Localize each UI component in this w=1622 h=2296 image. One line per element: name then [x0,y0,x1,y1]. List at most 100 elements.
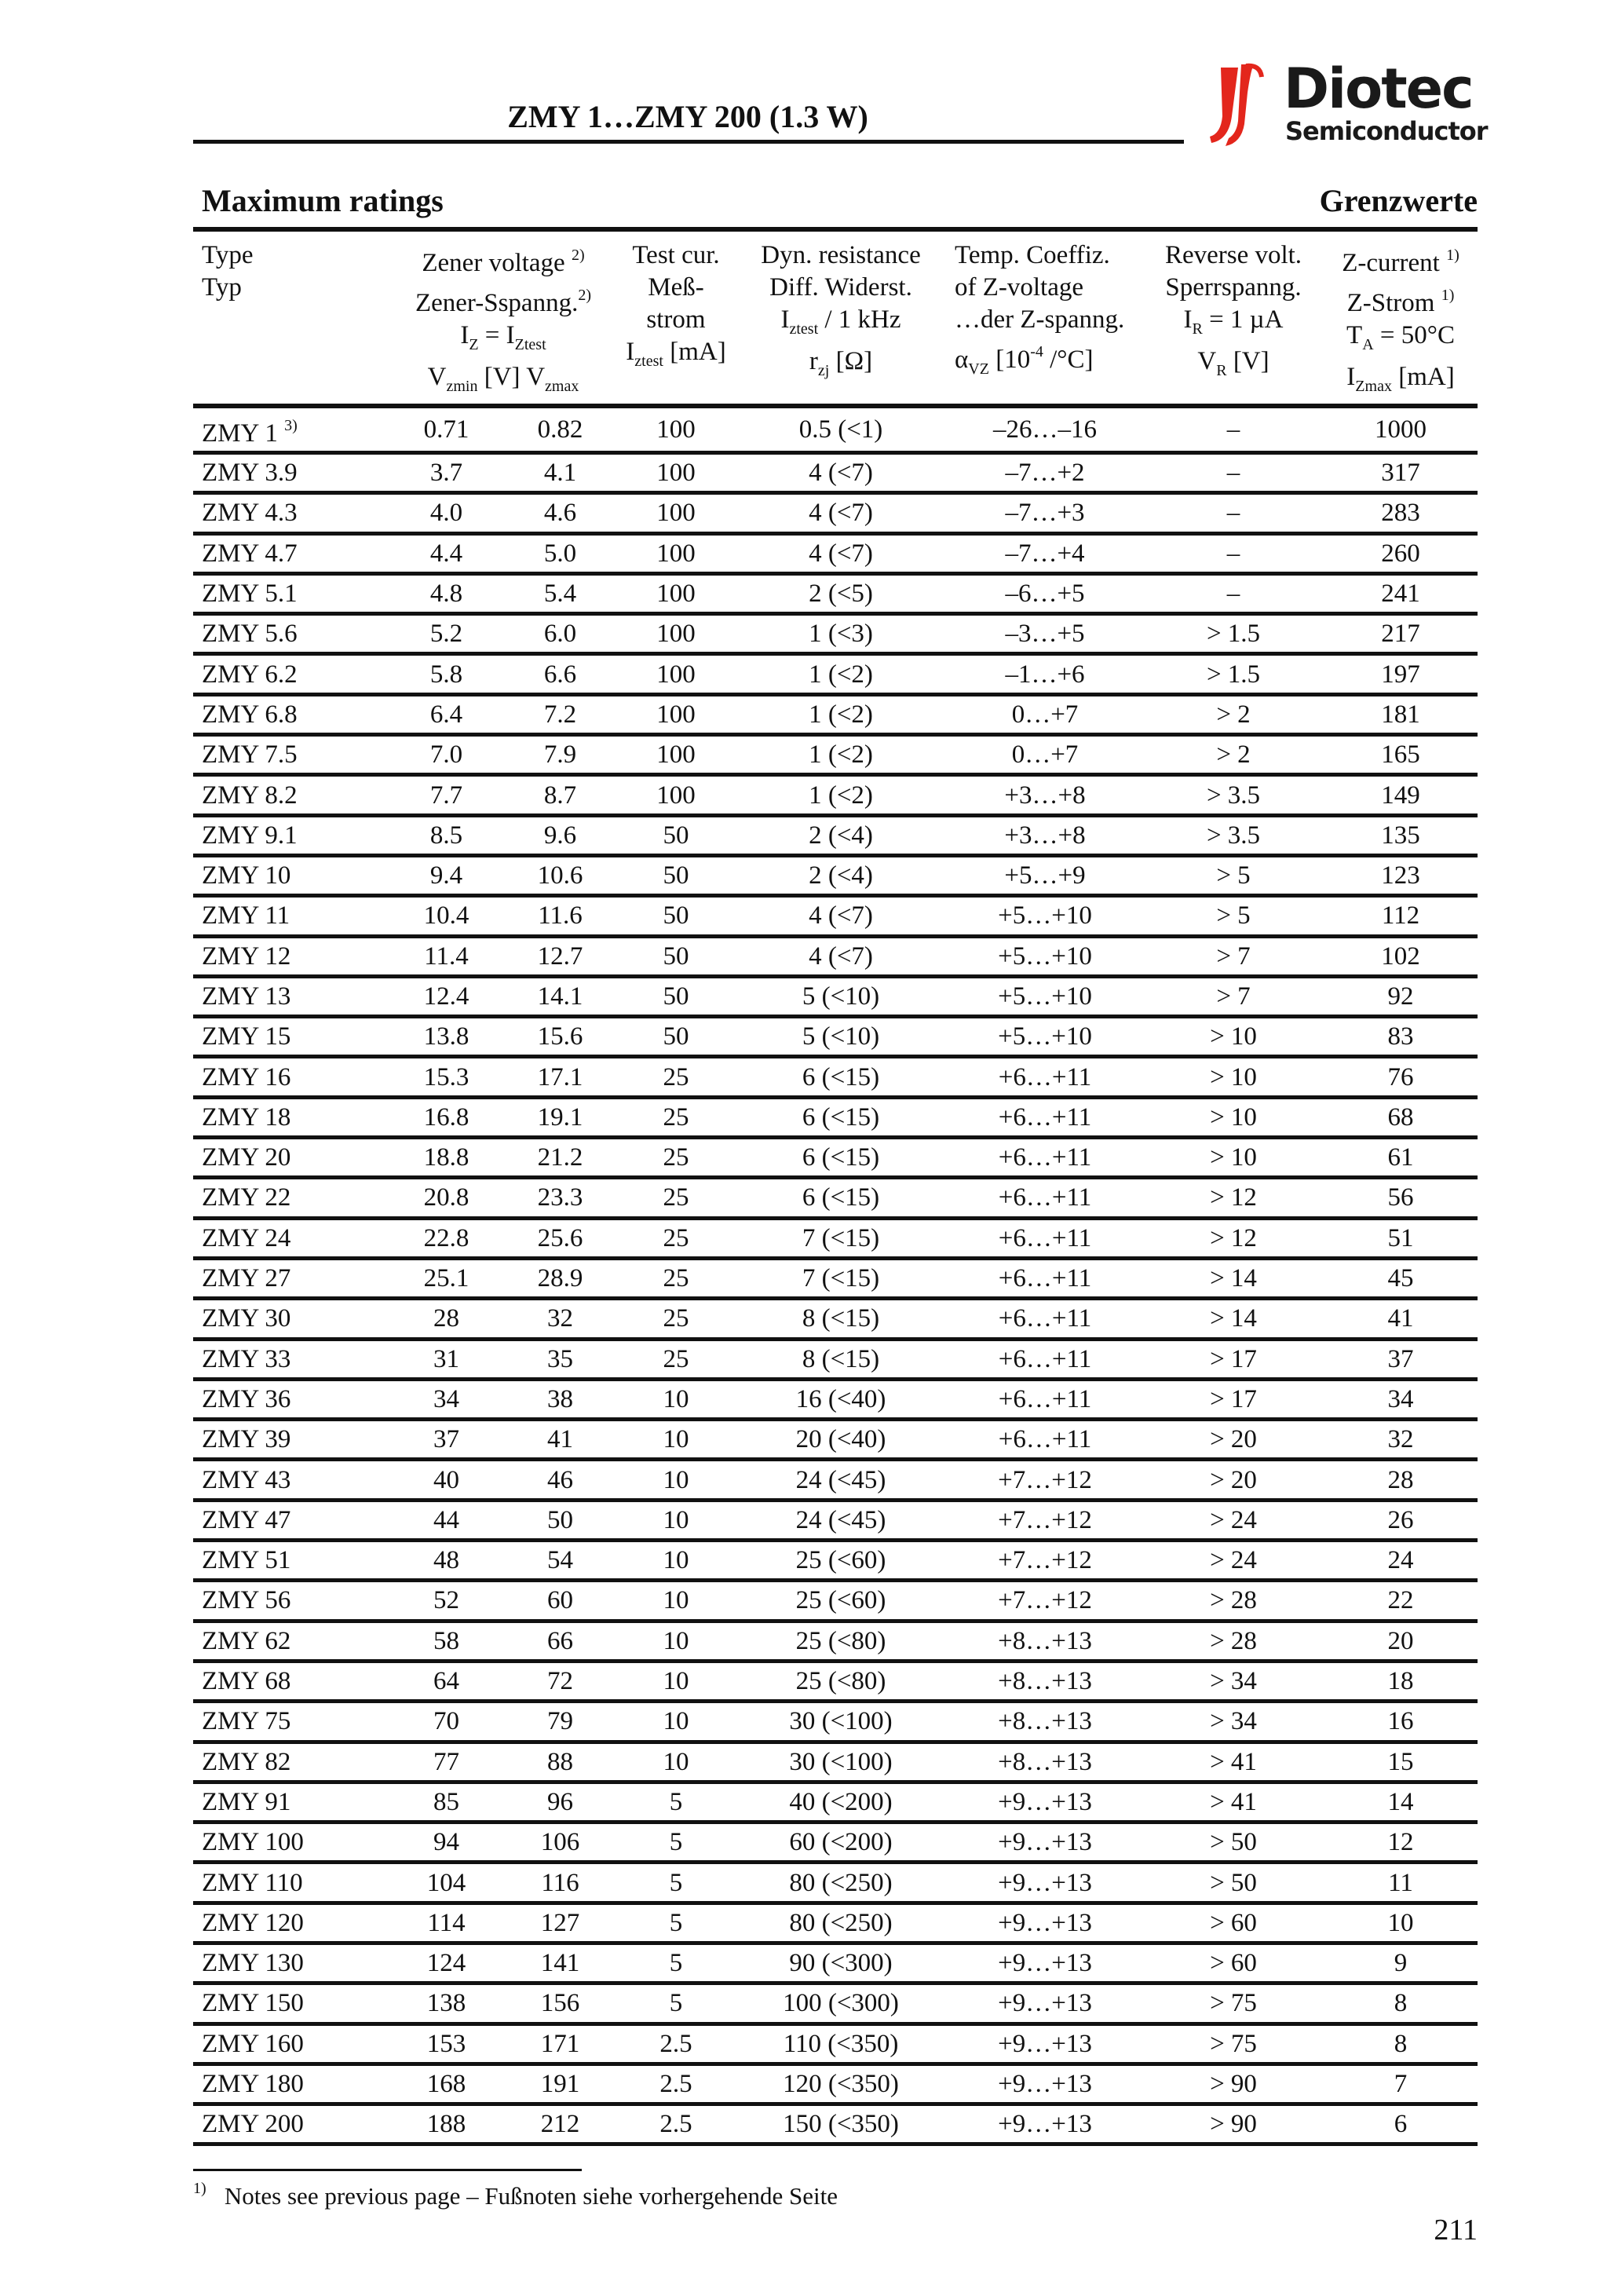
cell-temp-coeff: +9…+13 [998,2029,1092,2058]
cell-type: ZMY 1 3) [202,417,298,448]
cell-reverse-voltage: > 24 [1210,1505,1257,1534]
table-row: ZMY 12 11.4 12.7 50 4 (<7) +5…+10 > 7 102 [193,936,1478,977]
header-temp-coeff: Temp. Coeffiz. of Z-voltage …der Z-spanng.… [955,241,1125,378]
cell-dyn-resistance: 4 (<7) [809,941,873,971]
cell-type: ZMY 13 [202,982,291,1011]
table-row: ZMY 36 34 38 10 16 (<40) +6…+11 > 17 34 [193,1379,1478,1420]
footnote: 1) Notes see previous page – Fußnoten si… [193,2180,838,2210]
cell-type: ZMY 130 [202,1949,304,1978]
cell-reverse-voltage: > 5 [1216,901,1251,930]
cell-z-current: 32 [1387,1425,1414,1454]
header-reverse-voltage: Reverse volt. Sperrspanng. IR = 1 µA VR [… [1164,241,1302,379]
cell-type: ZMY 100 [202,1828,304,1857]
cell-test-current: 25 [663,1223,689,1252]
table-row: ZMY 1 3) 0.71 0.82 100 0.5 (<1) –26…–16 – 1000 [193,406,1478,453]
cell-reverse-voltage: > 17 [1210,1344,1257,1373]
cell-reverse-voltage: > 41 [1210,1787,1257,1816]
cell-test-current: 10 [663,1384,689,1413]
cell-z-current: 197 [1381,660,1420,689]
cell-z-current: 15 [1387,1747,1414,1776]
cell-type: ZMY 47 [202,1505,291,1534]
cell-temp-coeff: +6…+11 [998,1344,1092,1373]
cell-test-current: 100 [656,459,696,488]
cell-vzmax: 156 [540,1989,580,2018]
cell-dyn-resistance: 1 (<2) [809,700,873,729]
cell-temp-coeff: +6…+11 [998,1102,1092,1132]
cell-vzmax: 41 [547,1425,573,1454]
cell-z-current: 149 [1381,781,1420,810]
cell-vzmin: 34 [433,1384,459,1413]
cell-vzmax: 106 [540,1828,580,1857]
table-row: ZMY 5.6 5.2 6.0 100 1 (<3) –3…+5 > 1.5 217 [193,614,1478,654]
cell-vzmin: 153 [426,2029,466,2058]
cell-type: ZMY 68 [202,1667,291,1696]
cell-vzmin: 44 [433,1505,459,1534]
cell-reverse-voltage: > 50 [1210,1828,1257,1857]
cell-vzmin: 40 [433,1465,459,1494]
cell-type: ZMY 22 [202,1183,291,1212]
cell-vzmin: 3.7 [429,459,463,488]
cell-reverse-voltage: > 10 [1210,1102,1257,1132]
cell-vzmin: 4.0 [429,499,463,528]
cell-type: ZMY 4.3 [202,499,298,528]
header-type: Type Typ [202,241,254,302]
table-row: ZMY 20 18.8 21.2 25 6 (<15) +6…+11 > 10 61 [193,1138,1478,1178]
cell-test-current: 5 [669,1787,683,1816]
cell-test-current: 100 [656,781,696,810]
ratings-table: Type Typ Zener voltage 2) Zener-Sspanng.2… [193,227,1478,2146]
cell-dyn-resistance: 40 (<200) [789,1787,893,1816]
cell-test-current: 10 [663,1586,689,1615]
cell-test-current: 50 [663,1022,689,1051]
cell-reverse-voltage: > 3.5 [1206,781,1261,810]
cell-vzmax: 116 [541,1868,579,1897]
cell-vzmin: 4.8 [429,579,463,609]
cell-vzmax: 4.6 [543,499,577,528]
cell-dyn-resistance: 30 (<100) [789,1747,893,1776]
cell-test-current: 10 [663,1747,689,1776]
cell-reverse-voltage: > 10 [1210,1062,1257,1091]
cell-test-current: 5 [669,1908,683,1937]
cell-test-current: 50 [663,821,689,850]
cell-dyn-resistance: 1 (<3) [809,620,873,649]
cell-type: ZMY 43 [202,1465,291,1494]
cell-vzmax: 15.6 [537,1022,583,1051]
cell-reverse-voltage: > 60 [1210,1949,1257,1978]
table-row: ZMY 75 70 79 10 30 (<100) +8…+13 > 34 16 [193,1702,1478,1742]
cell-vzmax: 7.2 [543,700,577,729]
cell-z-current: 68 [1387,1102,1414,1132]
cell-temp-coeff: +9…+13 [998,2070,1092,2099]
cell-test-current: 25 [663,1304,689,1333]
cell-vzmax: 23.3 [537,1183,583,1212]
cell-temp-coeff: +6…+11 [998,1223,1092,1252]
cell-temp-coeff: +6…+11 [998,1143,1092,1172]
cell-z-current: 9 [1394,1949,1408,1978]
cell-vzmin: 124 [426,1949,466,1978]
cell-test-current: 2.5 [659,2110,692,2139]
cell-z-current: 61 [1387,1143,1414,1172]
cell-temp-coeff: +5…+10 [998,941,1092,971]
cell-dyn-resistance: 6 (<15) [802,1102,880,1132]
cell-type: ZMY 36 [202,1384,291,1413]
cell-dyn-resistance: 25 (<60) [795,1546,886,1575]
cell-type: ZMY 5.6 [202,620,298,649]
cell-temp-coeff: +6…+11 [998,1264,1092,1293]
cell-vzmax: 21.2 [537,1143,583,1172]
cell-temp-coeff: –7…+2 [1005,459,1085,488]
cell-test-current: 25 [663,1143,689,1172]
page-number: 211 [1434,2214,1478,2247]
document-title: ZMY 1…ZMY 200 (1.3 W) [507,99,868,134]
cell-vzmax: 19.1 [537,1102,583,1132]
cell-temp-coeff: +7…+12 [998,1465,1092,1494]
cell-vzmax: 79 [547,1707,573,1736]
cell-test-current: 10 [663,1546,689,1575]
cell-vzmax: 191 [540,2070,580,2099]
cell-z-current: 92 [1387,982,1414,1011]
cell-temp-coeff: +6…+11 [998,1425,1092,1454]
cell-test-current: 2.5 [659,2070,692,2099]
cell-vzmin: 188 [426,2110,466,2139]
cell-vzmax: 11.6 [538,901,583,930]
cell-reverse-voltage: > 75 [1210,2029,1257,2058]
table-row: ZMY 160 153 171 2.5 110 (<350) +9…+13 > 75 8 [193,2024,1478,2064]
cell-dyn-resistance: 25 (<60) [795,1586,886,1615]
table-row: ZMY 100 94 106 5 60 (<200) +9…+13 > 50 12 [193,1823,1478,1863]
